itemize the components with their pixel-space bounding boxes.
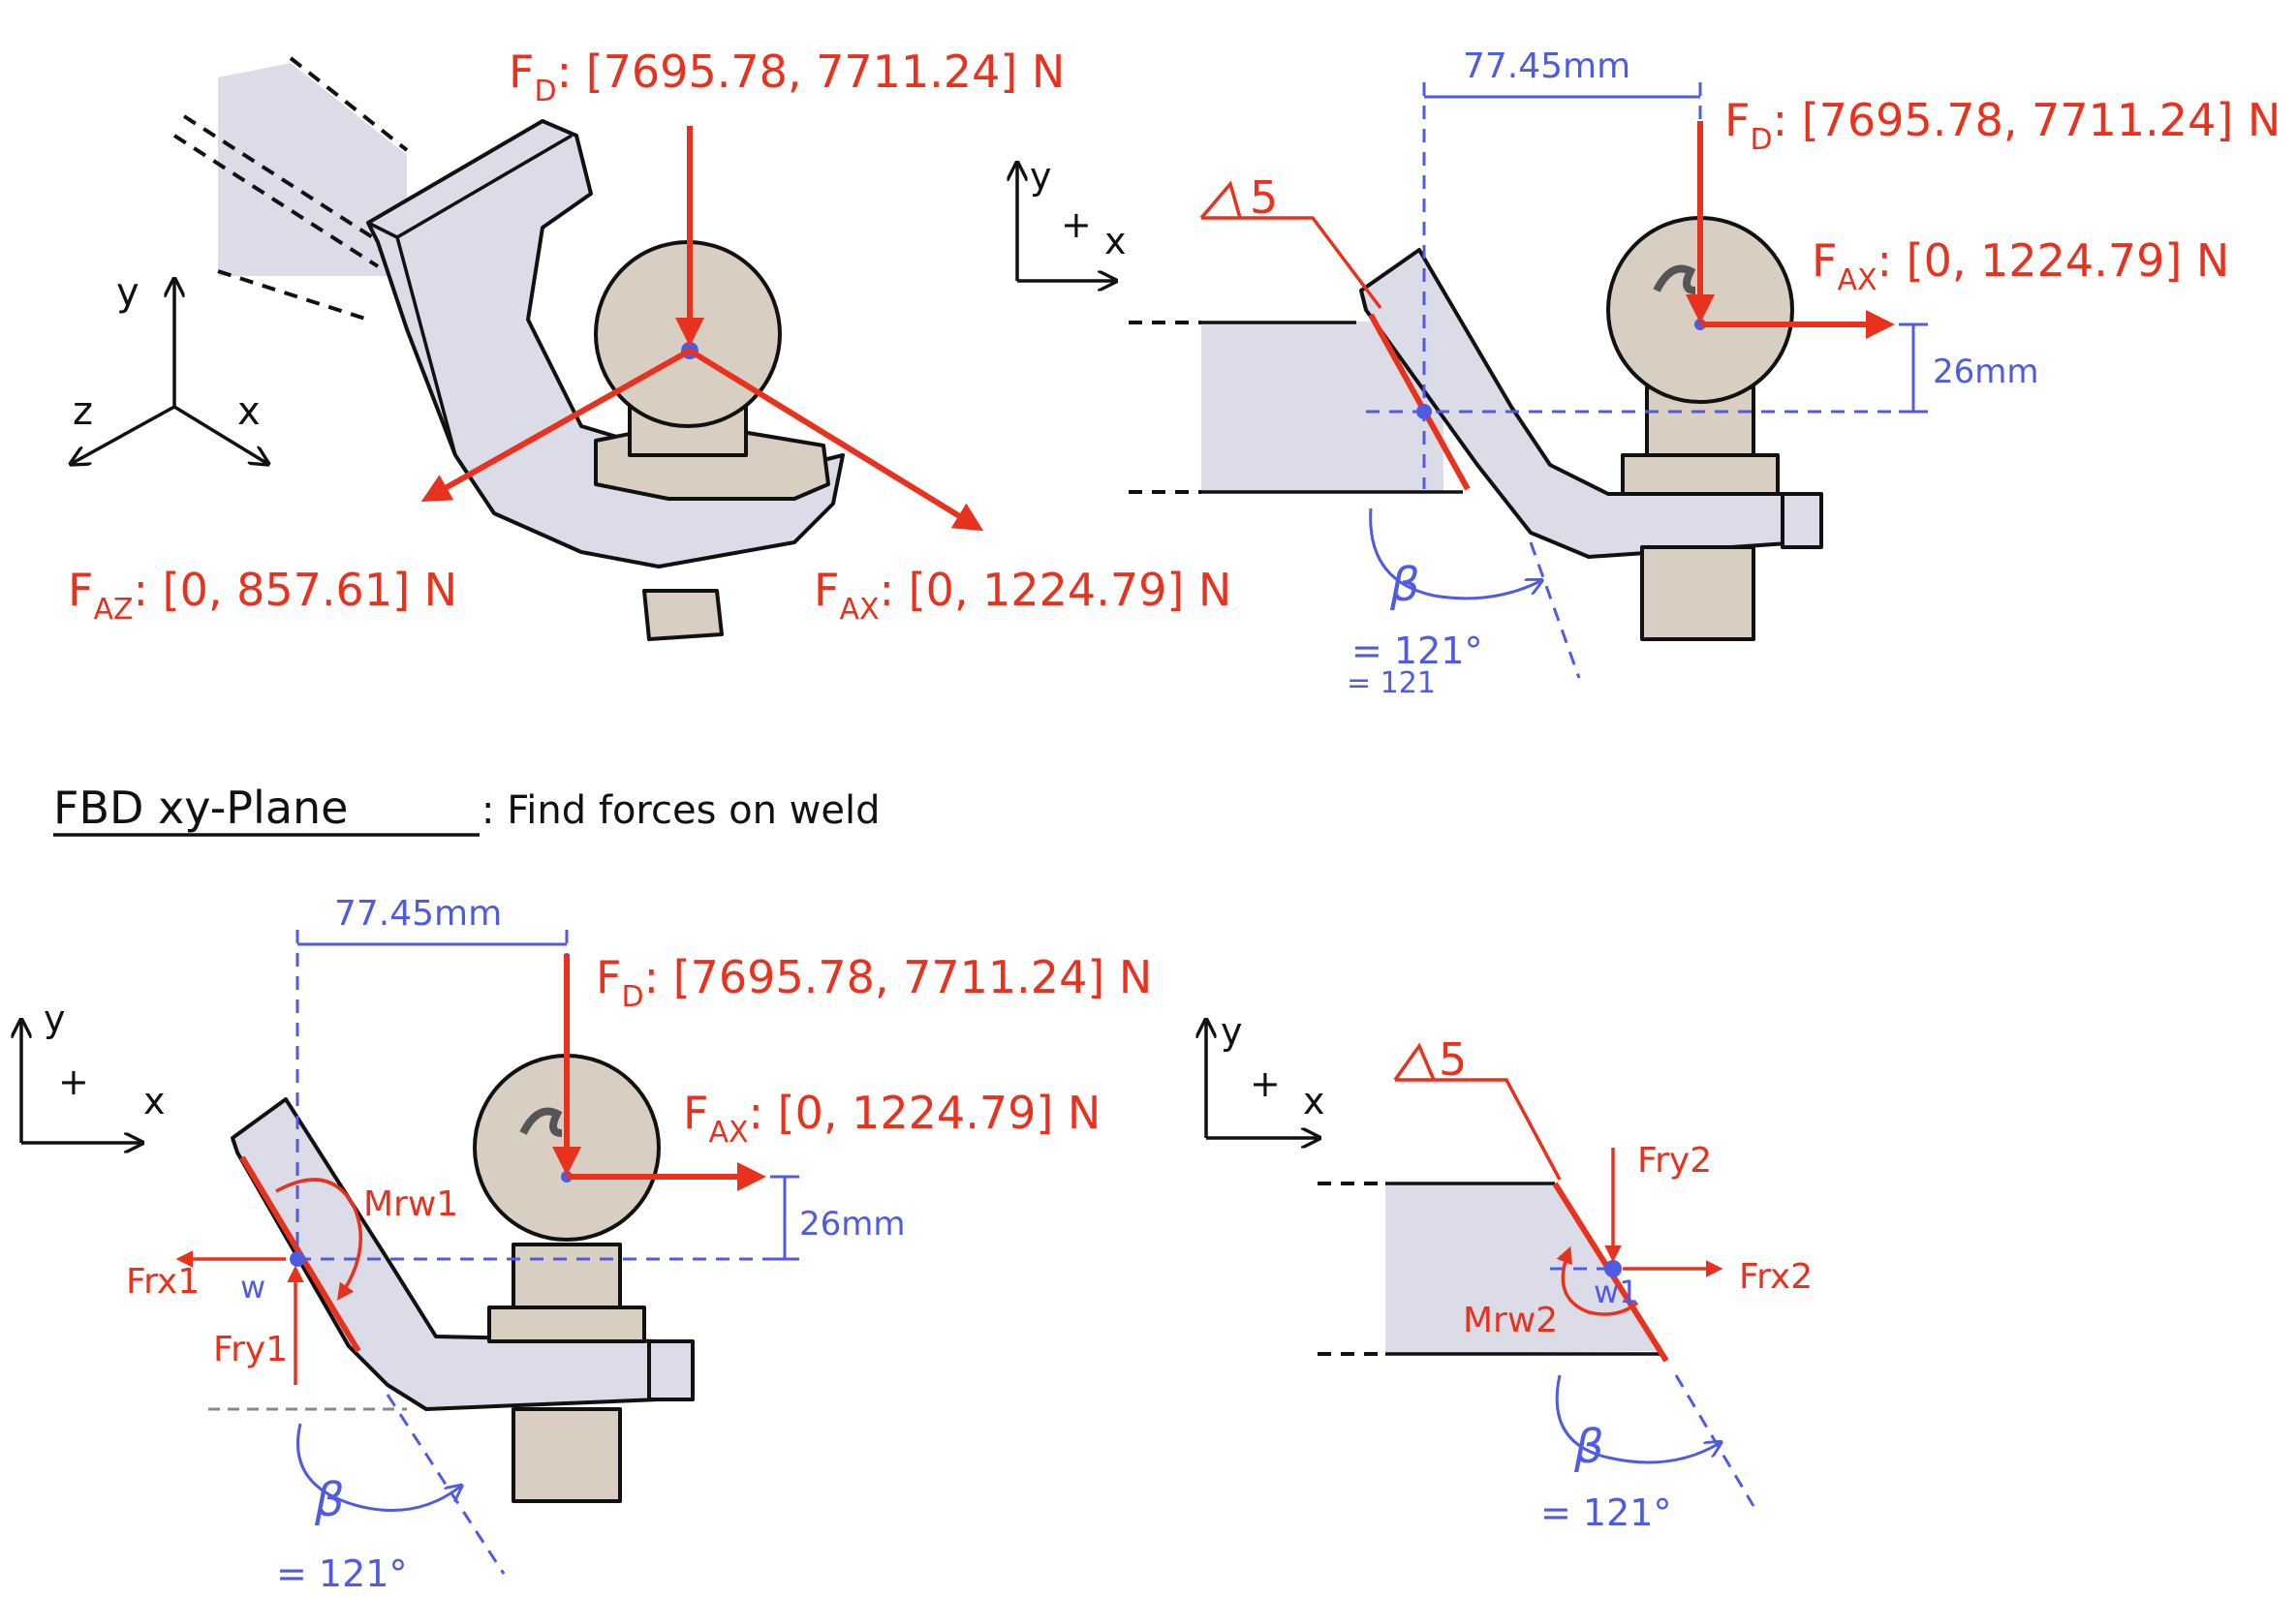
fbd-left-bracket-end [647,1339,695,1401]
fbd-right-beta-symbol: β [1573,1420,1604,1474]
fbd-left-ball-shine [519,1107,563,1137]
side-bracket-end [1781,492,1823,549]
fbd-left-fax-label: FAX: [0, 1224.79] N [683,1087,1101,1150]
fbd-right-weld-point [1604,1260,1622,1277]
fbd-left-weld-point [290,1251,305,1267]
fbd-left-fd-label: FD: [7695.78, 7711.24] N [596,951,1152,1014]
iso-axis-y-label: y [116,270,140,315]
side-weld-triangle [1199,180,1242,220]
iso-fd-label: FD: [7695.78, 7711.24] N [509,46,1065,108]
fbd-right-fry-label: Fry2 [1637,1141,1712,1181]
iso-shank-edge-mid1 [182,114,389,249]
fbd-left-ball-neck [512,1243,622,1309]
fbd-right-moment-arc [1556,1245,1639,1316]
side-beta-ref-line [1529,541,1581,679]
side-weld-point [1416,404,1432,419]
fbd-right-tube-section [1385,1183,1661,1354]
fbd-left-dim-26: 26mm [799,1205,906,1244]
iso-shank-tube [218,63,407,276]
fbd-left-fry-label: Fry1 [213,1330,288,1369]
side-dim-26: 26mm [1933,353,2039,391]
fbd-left-dim-77: 77.45mm [334,894,502,934]
side-beta-arc [1369,507,1540,600]
fbd-left-moment-arc [275,1178,363,1301]
fbd-left-axis-x-label: x [143,1080,166,1122]
fbd-left-axes: y + x [21,998,166,1143]
fbd-left-beta-symbol: β [314,1473,345,1527]
side-fd-label: FD: [7695.78, 7711.24] N [1724,94,2280,157]
iso-faz-arrow [420,348,692,502]
iso-faz-label: FAZ: [0, 857.61] N [68,564,457,627]
iso-bolt-bottom [642,589,724,641]
fbd-right-beta-ref-line [1674,1374,1755,1507]
side-beta-value: = 121° [1351,630,1482,672]
fbd-right-weld-triangle [1393,1042,1436,1082]
iso-shank-edge-top [289,56,409,152]
fbd-left-moment-label: Mrw1 [363,1184,458,1224]
fbd-left-beta-arc [296,1423,461,1512]
iso-axes: y z x [73,270,266,463]
fbd-right-frx-label: Frx2 [1739,1257,1813,1297]
iso-bracket-inner [396,134,573,239]
fbd-right-weld-size: 5 [1439,1033,1467,1086]
side-axes: y + x [1017,155,1127,281]
fbd-left-beta-value: = 121° [276,1552,407,1595]
fbd-left-frx-label: Frx1 [126,1262,200,1302]
side-axis-x-label: x [1104,220,1127,262]
section-title-rest: : Find forces on weld [481,788,881,833]
side-ball-shank [1640,545,1755,641]
iso-fax-arrow [688,348,984,532]
iso-axis-x-label: x [237,389,261,434]
iso-shank-edge-bottom [217,269,369,322]
section-title-underlined: FBD xy-Plane [53,782,348,834]
side-axis-y-label: y [1030,155,1052,198]
side-weld-leader [1201,216,1382,310]
side-axis-plus-label: + [1061,203,1092,246]
fbd-right-point-label: w1 [1594,1274,1639,1310]
side-view: y + x 5 77.45mm 26mm [1017,46,2280,700]
side-dim-77: 77.45mm [1463,46,1630,86]
fbd-right-axes: y + x [1206,1010,1325,1138]
side-ball-base [1621,453,1780,496]
fbd-right-moment-label: Mrw2 [1463,1301,1558,1340]
fbd-left-axis-y-label: y [44,998,66,1040]
fbd-right: y + x 5 Fry2 Frx2 w1 Mrw2 β = 121° [1206,1010,1813,1534]
side-weld-size: 5 [1250,171,1278,224]
iso-axis-z-label: z [73,389,93,434]
side-weld-line [1368,313,1471,491]
section-title: FBD xy-Plane : Find forces on weld [53,782,881,837]
fbd-left-ball-base [487,1306,646,1343]
fbd-left-beta-ref-line [386,1394,506,1575]
fbd-right-axis-plus-label: + [1250,1062,1281,1105]
side-beta-value-2: = 121 [1347,666,1436,700]
side-beta-symbol: β [1389,558,1420,612]
iso-shank-edge-mid2 [172,134,380,268]
fbd-right-beta-arc [1555,1374,1720,1464]
fbd-right-axis-y-label: y [1221,1010,1243,1053]
fbd-left-ball-shank [512,1407,622,1503]
side-ball-shine [1653,264,1696,294]
fbd-left-point-label: w [240,1269,265,1306]
iso-view: y z x FD: [7695.78, 7711.24] N FAZ: [0, … [68,46,1231,641]
fbd-right-axis-x-label: x [1303,1080,1325,1122]
fbd-left-axis-plus-label: + [58,1060,89,1103]
side-fax-label: FAX: [0, 1224.79] N [1812,234,2229,297]
fbd-right-beta-value: = 121° [1540,1491,1671,1534]
iso-fax-label: FAX: [0, 1224.79] N [814,564,1231,627]
fbd-left: y + x 77.45mm 26mm FD: [7695.78, 7711.24… [21,894,1152,1595]
fbd-right-weld-leader [1395,1078,1562,1181]
